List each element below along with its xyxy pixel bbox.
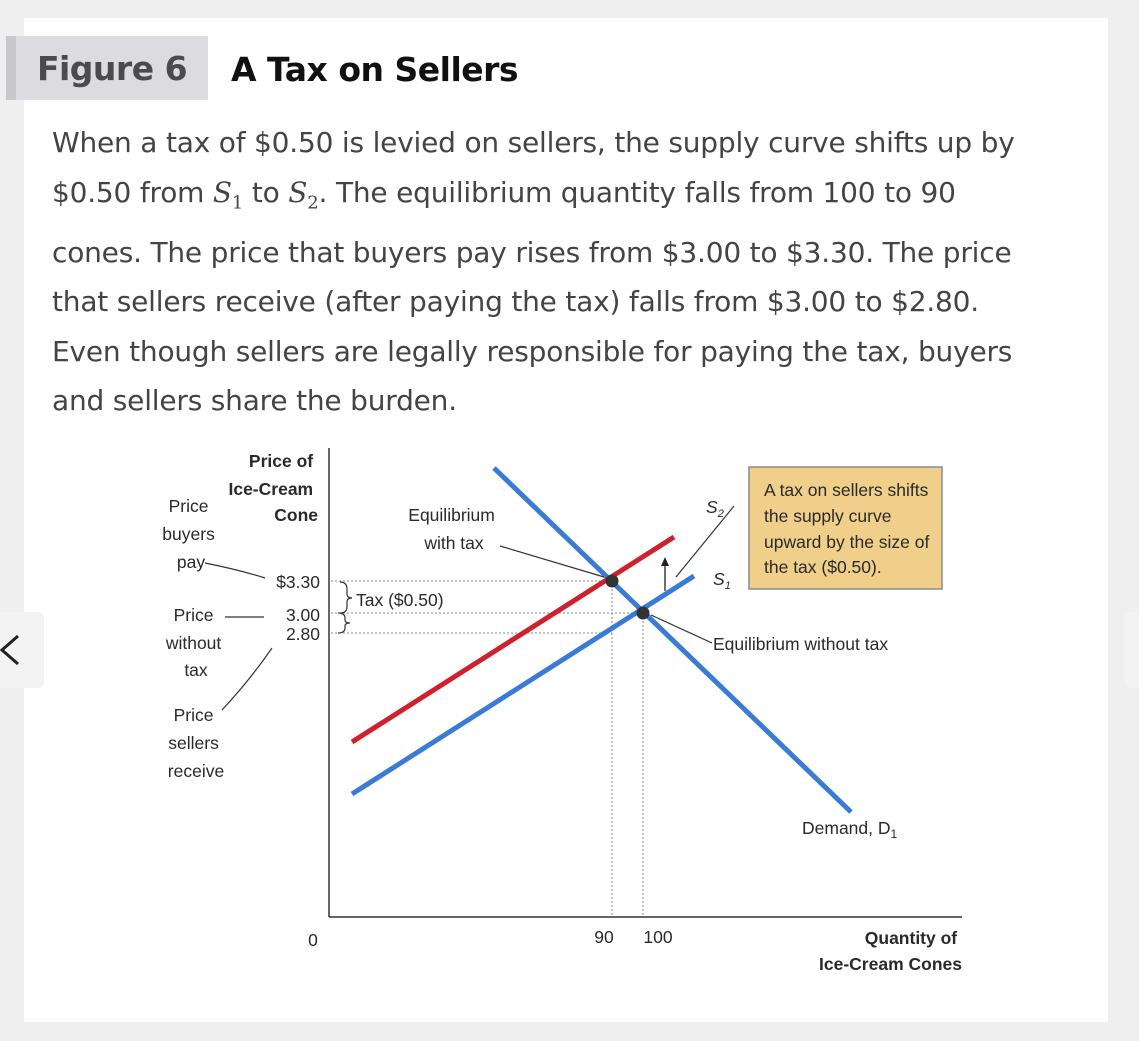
chevron-left-icon	[0, 634, 19, 666]
figure-caption: When a tax of $0.50 is levied on sellers…	[52, 118, 1092, 426]
tax-label: Tax ($0.50)	[356, 590, 444, 610]
price-without-tax-label: Price without tax	[165, 605, 226, 680]
equilibrium-without-tax-label: Equilibrium without tax	[713, 634, 888, 654]
x-tick-label: 90	[594, 927, 614, 947]
demand-label: Demand, D1	[802, 818, 898, 841]
tax-brace	[337, 612, 351, 634]
y-tick-label: $3.30	[276, 572, 320, 592]
caption-line: cones. The price that buyers pay rises f…	[52, 235, 1012, 269]
x-tick-label: 100	[643, 927, 672, 947]
equilibrium-without-tax-point	[636, 606, 650, 620]
next-button[interactable]	[1125, 612, 1139, 688]
caption-line: Even though sellers are legally responsi…	[52, 334, 1013, 368]
y-tick-label: 3.00	[286, 605, 320, 625]
leader-line	[499, 545, 605, 578]
s1-symbol: S	[212, 175, 232, 209]
note-box	[748, 466, 943, 590]
origin-label: 0	[308, 930, 318, 950]
s2-label: S2	[706, 497, 724, 520]
figure-title: A Tax on Sellers	[231, 50, 519, 89]
demand-curve	[492, 466, 853, 814]
leader-line	[675, 505, 735, 578]
previous-button[interactable]	[0, 612, 44, 688]
s1-label: S1	[713, 569, 731, 592]
leader-line	[221, 647, 273, 711]
leader-line	[650, 614, 713, 644]
leader-line	[204, 562, 266, 579]
figure-label-badge: Figure 6	[6, 36, 208, 100]
tax-brace	[339, 581, 353, 614]
price-sellers-receive-label: Price sellers receive	[168, 705, 224, 781]
y-axis-title: Price of Ice-Cream Cone	[228, 451, 318, 525]
caption-line: When a tax of $0.50 is levied on sellers…	[52, 126, 1015, 159]
shift-arrow-head	[661, 557, 669, 566]
x-axis-title: Quantity of Ice-Cream Cones	[819, 928, 962, 974]
note-text: A tax on sellers shifts the supply curve…	[764, 480, 934, 577]
equilibrium-with-tax-point	[605, 574, 619, 588]
supply-curve-s2	[350, 534, 676, 745]
caption-line: that sellers receive (after paying the t…	[52, 285, 979, 319]
y-tick-label: 2.80	[286, 624, 320, 644]
price-buyers-pay-label: Price buyers pay	[162, 496, 219, 572]
figure-label: Figure 6	[36, 48, 188, 88]
equilibrium-with-tax-label: Equilibrium with tax	[408, 505, 499, 553]
s2-symbol: S	[288, 175, 308, 209]
caption-line: $0.50 from S1 to S2. The equilibrium qua…	[52, 175, 956, 214]
caption-line: and sellers share the burden.	[52, 384, 457, 418]
